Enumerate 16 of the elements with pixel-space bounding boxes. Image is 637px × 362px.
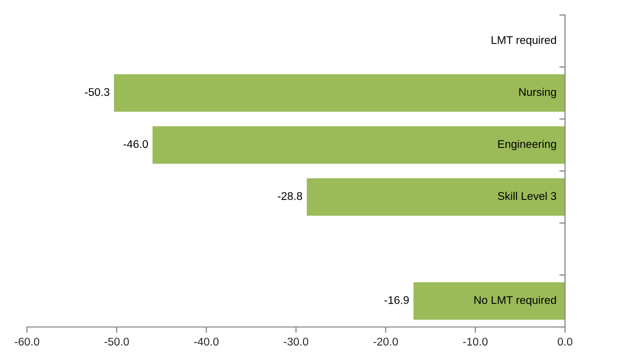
x-tick-label: -30.0 xyxy=(284,338,308,346)
data-label: -16.9 xyxy=(384,296,409,304)
y-tick-label: Nursing xyxy=(519,88,556,98)
x-tick-label: 0.0 xyxy=(558,338,572,346)
data-label: -46.0 xyxy=(124,140,148,148)
y-tick-label: Skill Level 3 xyxy=(498,192,556,200)
data-label: -50.3 xyxy=(84,88,110,96)
x-tick-label: -40.0 xyxy=(194,338,219,346)
data-label: -28.8 xyxy=(278,192,302,200)
x-tick-label: -10.0 xyxy=(463,338,488,346)
x-tick-label: -60.0 xyxy=(14,338,40,346)
x-tick-label: -50.0 xyxy=(104,338,129,346)
y-tick-label: Engineering xyxy=(498,140,556,150)
y-tick-label: LMT required xyxy=(492,36,556,46)
x-tick-label: -20.0 xyxy=(374,338,398,346)
y-tick-label: No LMT required xyxy=(474,296,556,306)
